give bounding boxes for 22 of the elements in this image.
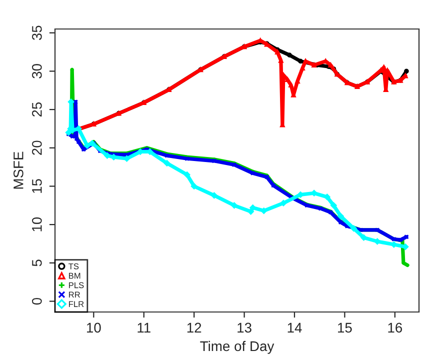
- x-tick-label: 13: [238, 322, 252, 333]
- legend-label: RR: [69, 292, 80, 298]
- x-tick-label: 15: [338, 322, 352, 333]
- legend-label: BM: [69, 272, 80, 279]
- y-tick-label: 20: [32, 140, 42, 155]
- x-tick-label: 16: [388, 322, 402, 333]
- y-tick-label: 15: [32, 179, 42, 193]
- x-axis-title: Time of Day: [200, 340, 274, 354]
- y-tick-label: 0: [32, 298, 42, 305]
- y-tick-label: 30: [32, 64, 42, 78]
- y-tick-label: 25: [32, 102, 42, 117]
- y-axis-title: MSFE: [14, 152, 24, 189]
- x-tick-label: 14: [288, 322, 302, 332]
- y-tick-label: 5: [32, 260, 42, 266]
- legend-label: PLS: [69, 282, 84, 288]
- y-tick-label: 10: [32, 217, 42, 232]
- x-tick-label: 12: [187, 322, 202, 332]
- legend-label: TS: [68, 263, 79, 270]
- legend-label: FLR: [69, 301, 84, 307]
- x-tick-label: 10: [86, 322, 101, 333]
- y-tick-label: 35: [32, 26, 42, 40]
- x-tick-label: 11: [138, 322, 150, 332]
